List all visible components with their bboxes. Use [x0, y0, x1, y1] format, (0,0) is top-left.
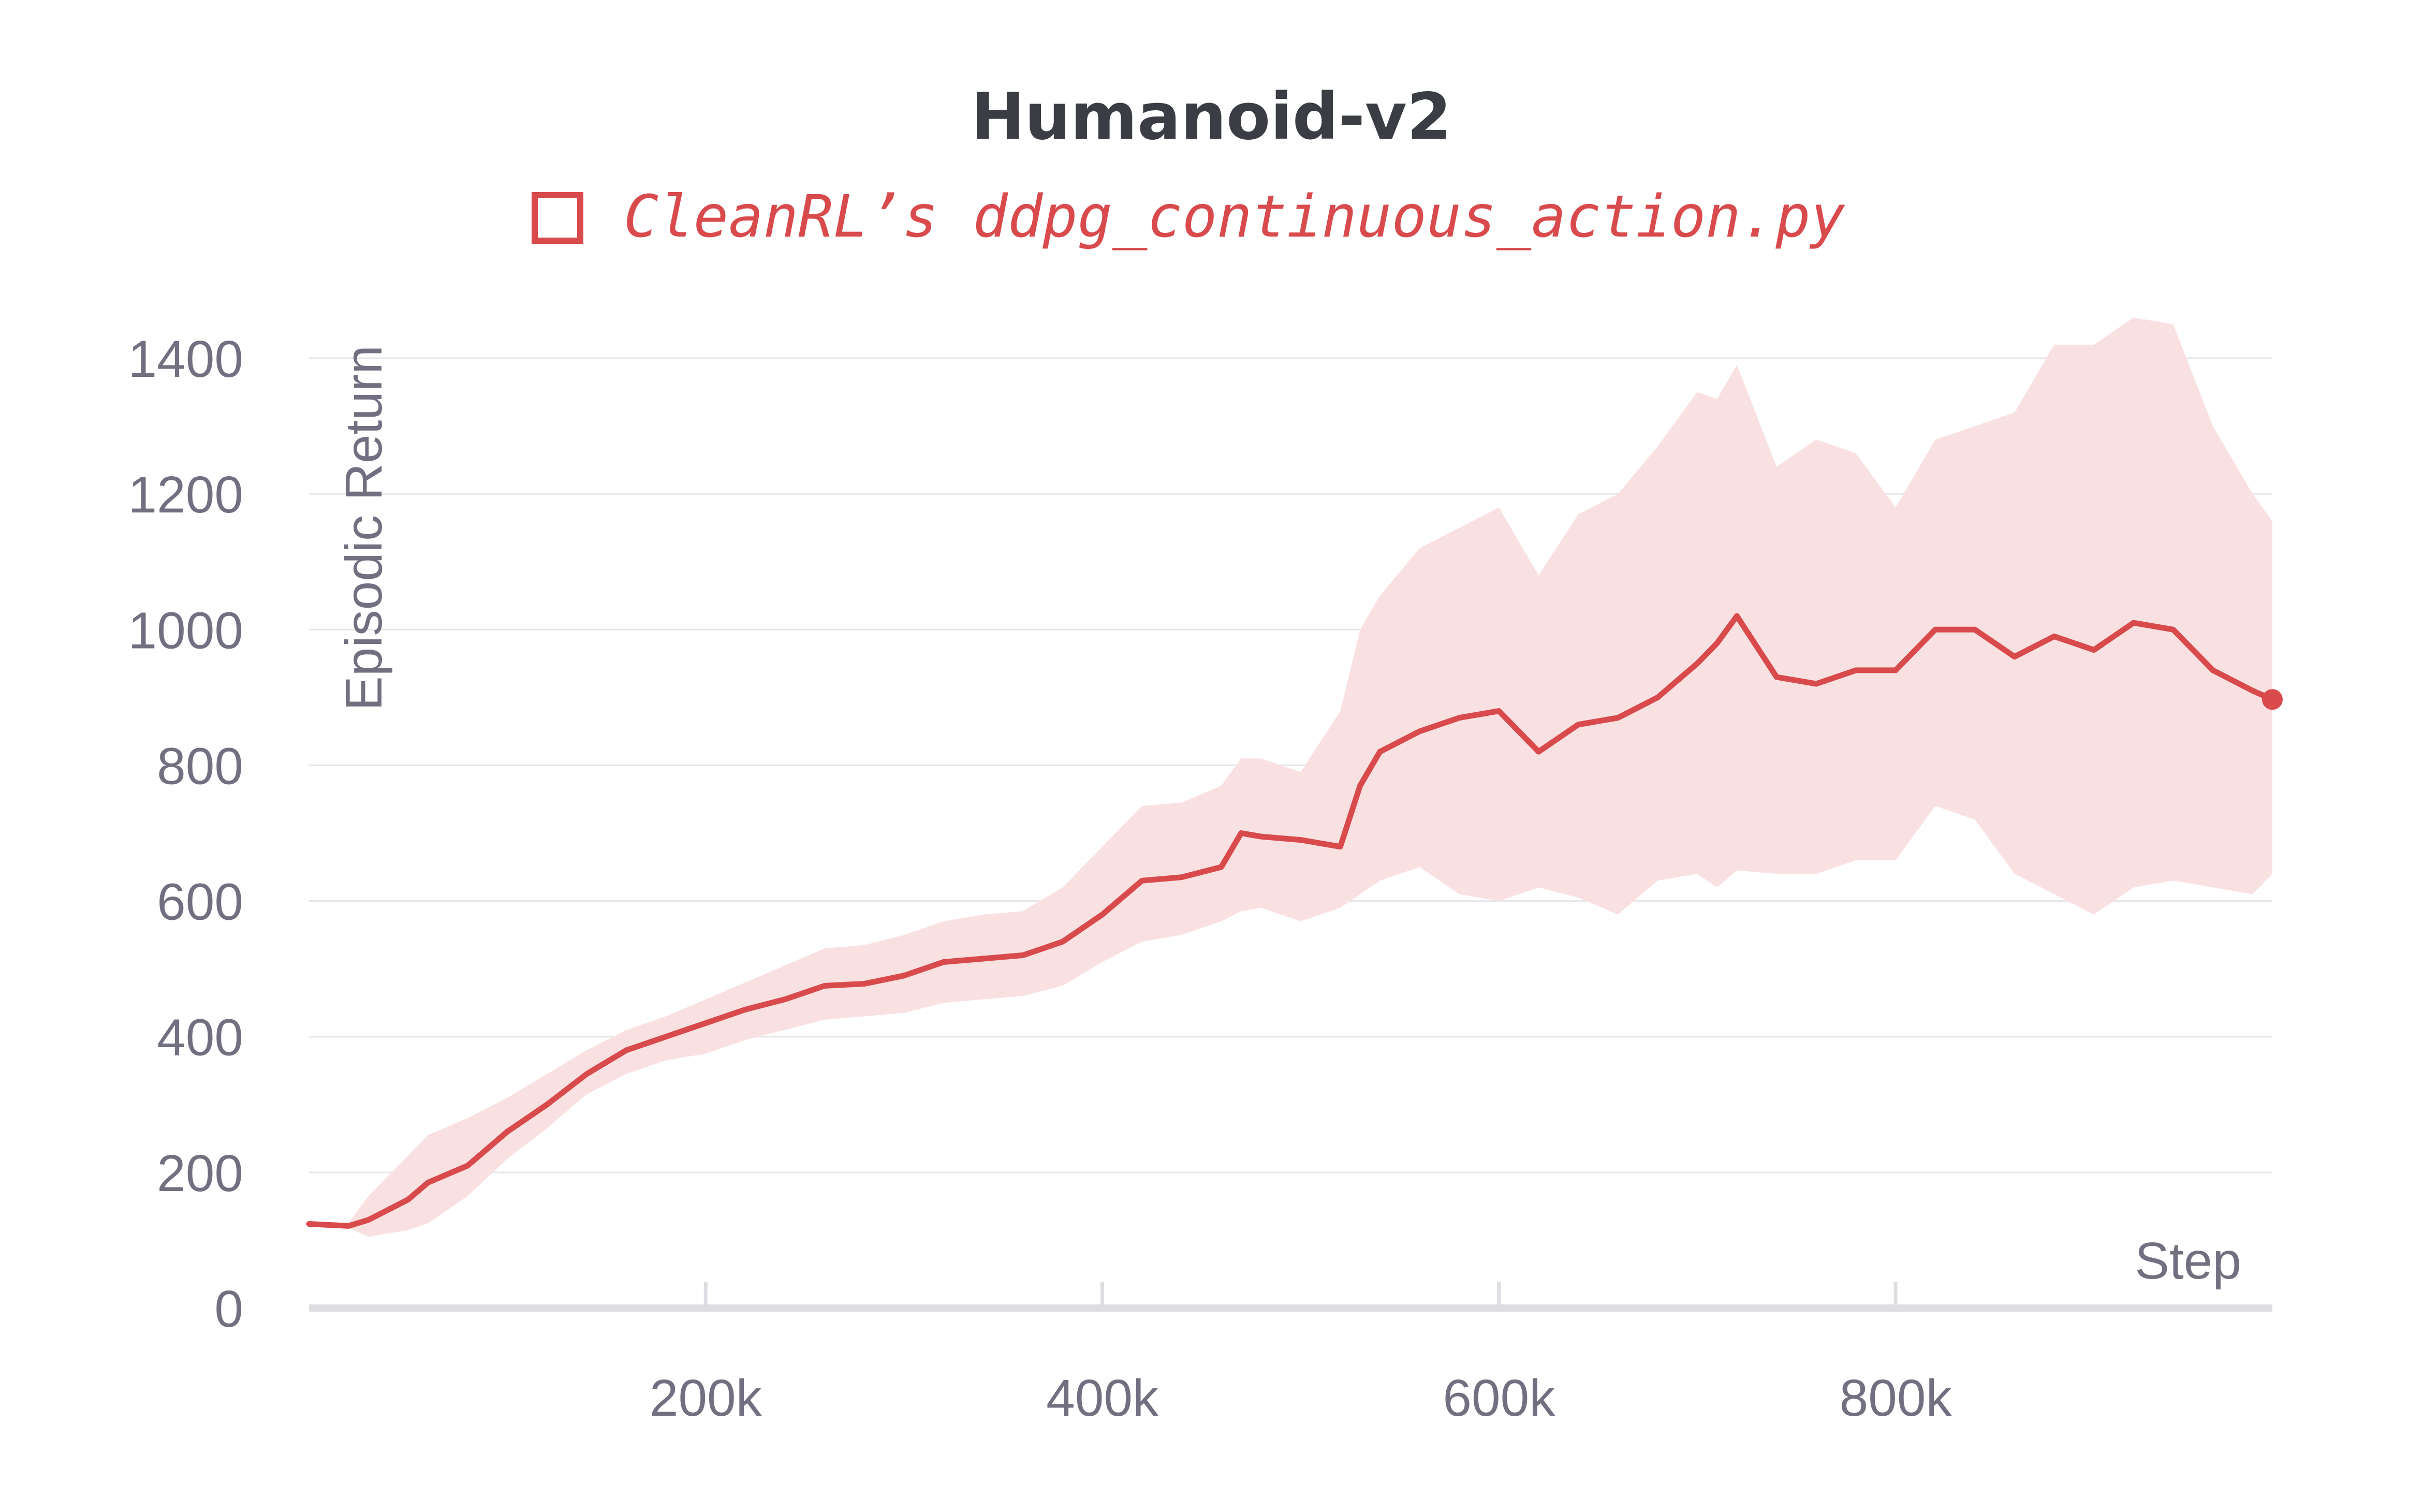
y-tick-label: 1000: [128, 601, 243, 659]
y-tick-label: 0: [214, 1280, 243, 1338]
plot-area: [306, 317, 2283, 1237]
y-axis-label: Episodic Return: [335, 345, 393, 711]
legend-series-label: CleanRL’s ddpg_continuous_action.py: [624, 183, 1845, 251]
y-tick-label: 1200: [128, 466, 243, 524]
series-end-point: [2262, 689, 2283, 710]
x-axis-ticks: 200k 400k 600k 800k: [650, 1282, 1952, 1427]
x-axis-label: Step: [2135, 1232, 2241, 1290]
y-axis-ticks: 0 200 400 600 800 1000 1200 1400: [128, 330, 243, 1338]
y-tick-label: 1400: [128, 330, 243, 388]
x-tick-label: 200k: [650, 1369, 762, 1427]
series-band: [309, 317, 2272, 1237]
series-line: [306, 613, 2275, 1229]
chart-title: Humanoid-v2: [971, 80, 1451, 154]
y-tick-label: 400: [157, 1009, 243, 1067]
legend: CleanRL’s ddpg_continuous_action.py: [532, 183, 1845, 251]
x-tick-label: 800k: [1840, 1369, 1952, 1427]
legend-swatch: [532, 192, 583, 244]
y-tick-label: 800: [157, 737, 243, 795]
y-tick-label: 200: [157, 1144, 243, 1202]
x-tick-label: 600k: [1443, 1369, 1555, 1427]
y-tick-label: 600: [157, 873, 243, 931]
x-tick-label: 400k: [1046, 1369, 1159, 1427]
